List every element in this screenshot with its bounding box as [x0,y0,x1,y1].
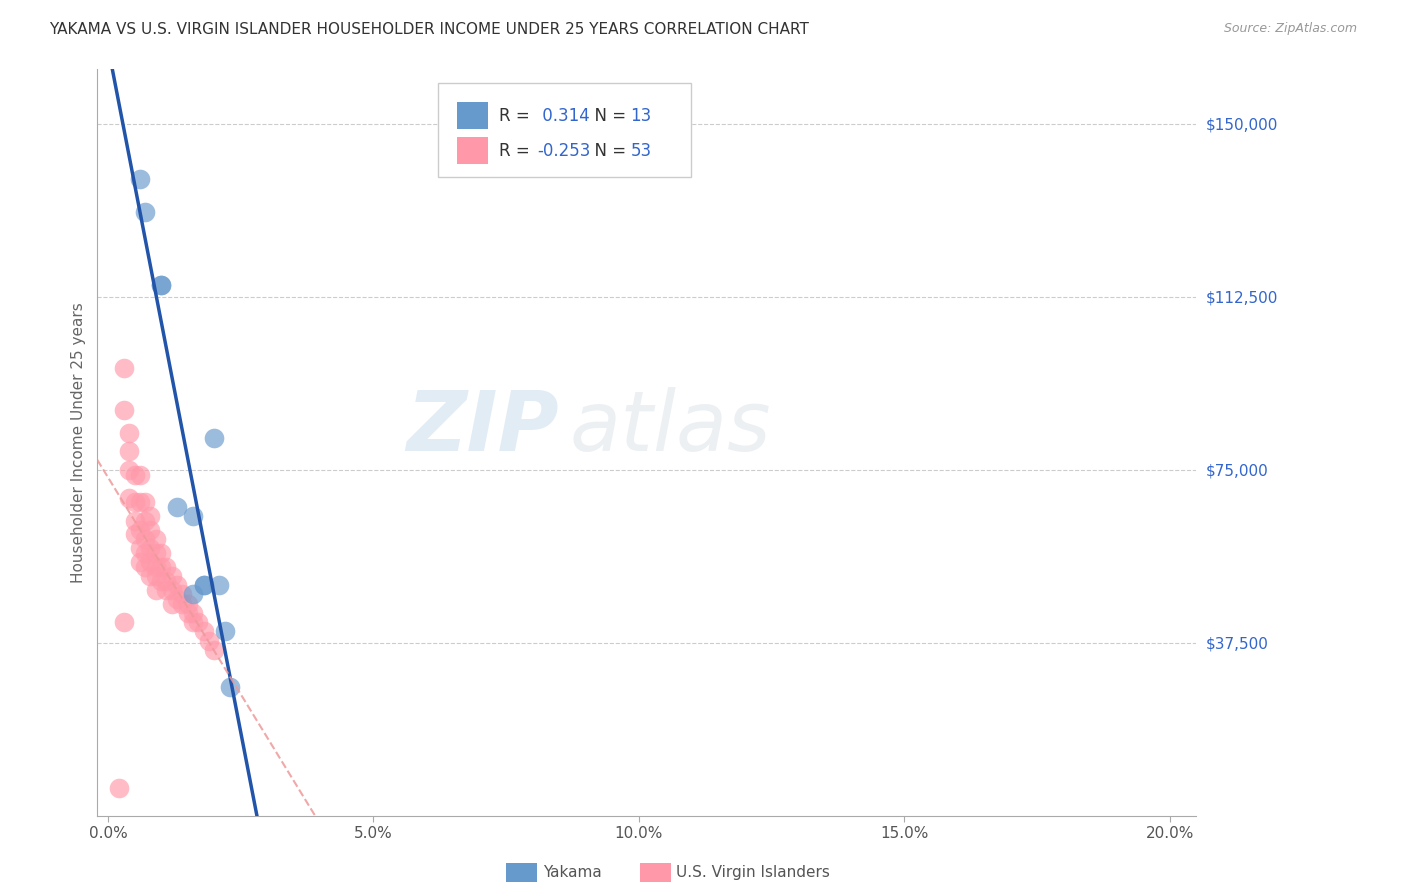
Point [160,569,183,583]
Point [160,597,183,611]
Point [145,559,167,574]
Point [155,582,177,597]
Bar [457,103,488,129]
Point [145,569,167,583]
Point [139,509,162,524]
Point [145,546,167,560]
Text: R =: R = [499,107,534,125]
Point [150,278,173,293]
Point [128,555,150,569]
Text: ZIP: ZIP [406,387,560,467]
Point [128,172,150,186]
Point [134,546,156,560]
Point [181,587,204,601]
Point [118,425,141,440]
Text: Source: ZipAtlas.com: Source: ZipAtlas.com [1223,22,1357,36]
Point [198,633,221,648]
Point [176,606,198,620]
Text: YAKAMA VS U.S. VIRGIN ISLANDER HOUSEHOLDER INCOME UNDER 25 YEARS CORRELATION CHA: YAKAMA VS U.S. VIRGIN ISLANDER HOUSEHOLD… [49,22,808,37]
Point [193,578,215,592]
Point [193,624,215,639]
Point [155,559,177,574]
Point [166,500,188,514]
Point [134,514,156,528]
Point [124,527,146,541]
Y-axis label: Householder Income Under 25 years: Householder Income Under 25 years [72,301,86,582]
Point [134,559,156,574]
Text: U.S. Virgin Islanders: U.S. Virgin Islanders [676,865,830,880]
Point [124,514,146,528]
Point [155,574,177,588]
Point [176,597,198,611]
Point [150,546,173,560]
Point [139,541,162,556]
Point [181,606,204,620]
Point [128,541,150,556]
Text: N =: N = [585,107,631,125]
Point [112,615,135,629]
Point [118,491,141,505]
Point [166,578,188,592]
Point [139,523,162,537]
Point [150,574,173,588]
Text: -0.253: -0.253 [537,142,591,160]
Point [139,569,162,583]
Point [124,495,146,509]
Point [202,642,225,657]
Point [187,615,209,629]
Text: Yakama: Yakama [543,865,602,880]
Point [202,431,225,445]
Point [145,582,167,597]
FancyBboxPatch shape [439,84,690,177]
Text: 13: 13 [630,107,651,125]
Point [193,578,215,592]
Point [181,509,204,524]
Point [128,523,150,537]
Point [181,615,204,629]
Point [150,278,173,293]
Point [134,204,156,219]
Bar [457,137,488,164]
Point [208,578,231,592]
Point [118,444,141,458]
Point [134,532,156,546]
Text: R =: R = [499,142,534,160]
Text: N =: N = [585,142,631,160]
Point [172,597,194,611]
Point [112,403,135,417]
Point [107,781,129,796]
Point [145,532,167,546]
Point [160,582,183,597]
Text: 0.314: 0.314 [537,107,589,125]
Point [128,495,150,509]
Point [134,495,156,509]
Point [214,624,236,639]
Point [128,467,150,482]
Point [219,680,242,694]
Text: 53: 53 [630,142,651,160]
Text: atlas: atlas [569,387,772,467]
Point [172,587,194,601]
Point [139,555,162,569]
Point [124,467,146,482]
Point [166,592,188,607]
Point [150,559,173,574]
Point [118,463,141,477]
Point [112,361,135,376]
